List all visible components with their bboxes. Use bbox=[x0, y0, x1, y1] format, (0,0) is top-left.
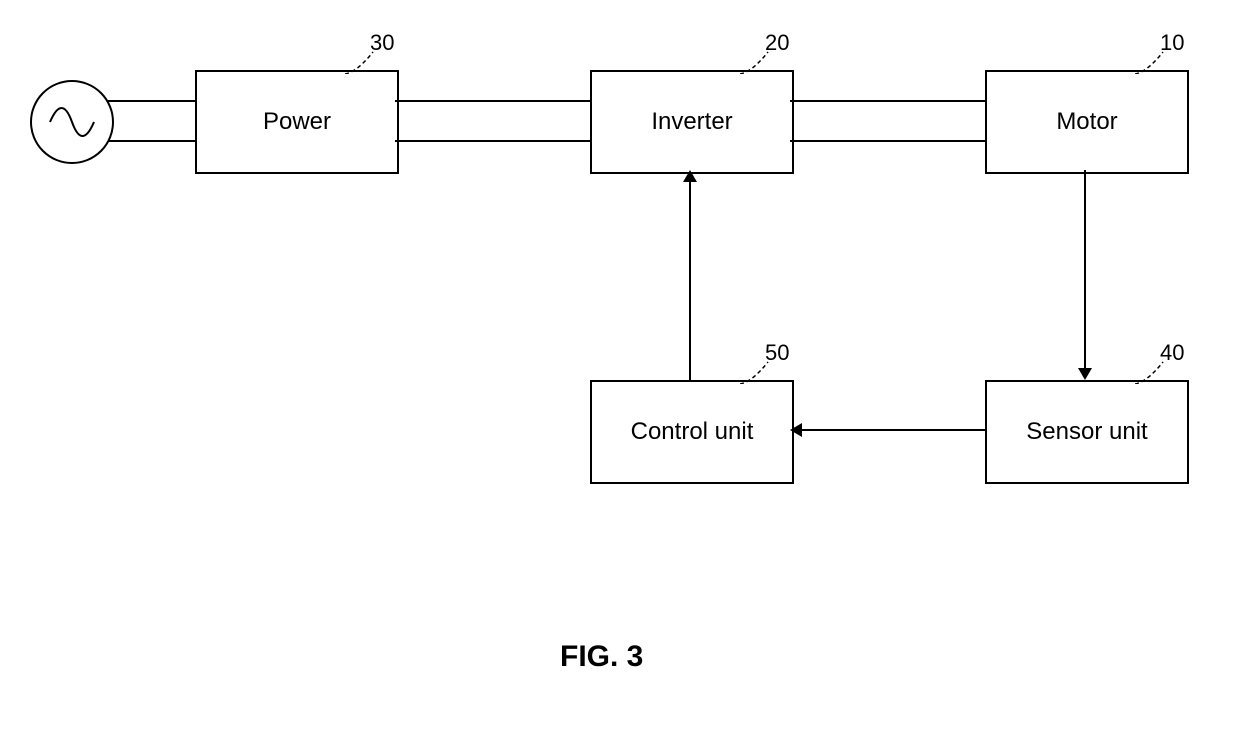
ac-source-symbol bbox=[30, 80, 114, 164]
power-label: Power bbox=[263, 108, 331, 136]
conn-ac-power-bot bbox=[108, 140, 195, 142]
conn-power-inverter-bot bbox=[395, 140, 590, 142]
diagram-canvas: Power Inverter Motor Control unit Sensor… bbox=[0, 0, 1240, 730]
conn-power-inverter-top bbox=[395, 100, 590, 102]
sensor-unit-box: Sensor unit bbox=[985, 380, 1189, 484]
ref-10-leader bbox=[1135, 50, 1165, 74]
motor-box: Motor bbox=[985, 70, 1189, 174]
ref-50-leader bbox=[740, 360, 770, 384]
ref-20-leader bbox=[740, 50, 770, 74]
ref-40-leader bbox=[1135, 360, 1165, 384]
inverter-box: Inverter bbox=[590, 70, 794, 174]
arrow-sensor-control bbox=[790, 420, 987, 440]
conn-ac-power-top bbox=[108, 100, 195, 102]
figure-caption: FIG. 3 bbox=[560, 640, 643, 674]
power-box: Power bbox=[195, 70, 399, 174]
conn-inverter-motor-top bbox=[790, 100, 985, 102]
sine-icon bbox=[32, 82, 112, 162]
motor-label: Motor bbox=[1056, 108, 1117, 136]
arrow-control-inverter bbox=[680, 170, 700, 382]
sensor-unit-label: Sensor unit bbox=[1026, 418, 1147, 446]
control-unit-label: Control unit bbox=[631, 418, 754, 446]
arrow-motor-sensor bbox=[1075, 170, 1095, 382]
control-unit-box: Control unit bbox=[590, 380, 794, 484]
inverter-label: Inverter bbox=[651, 108, 732, 136]
conn-inverter-motor-bot bbox=[790, 140, 985, 142]
ref-30-leader bbox=[345, 50, 375, 74]
